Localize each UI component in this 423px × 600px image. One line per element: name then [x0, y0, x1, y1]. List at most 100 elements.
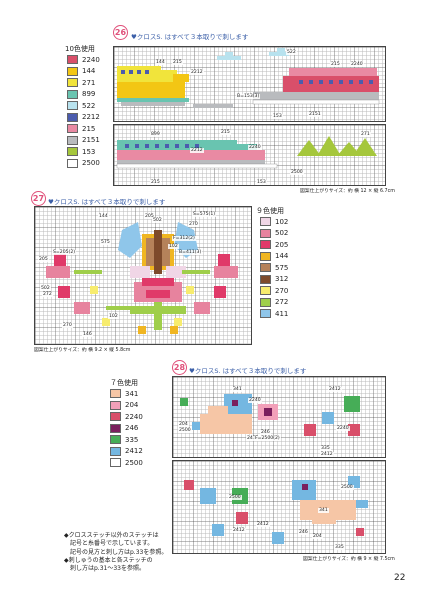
left-flowers-motif	[46, 254, 130, 326]
page-number: 22	[394, 573, 406, 583]
stitch-label: B=411(3)	[178, 250, 203, 255]
color-usage-26: 10色使用	[65, 45, 95, 53]
color-swatch	[260, 274, 271, 284]
color-code: 2500	[82, 159, 100, 168]
stitch-label: F=312(2)	[172, 236, 196, 241]
color-swatch	[110, 435, 121, 445]
stitch-label: 335	[334, 545, 345, 550]
color-code: 204	[125, 401, 139, 410]
legend-item: 899	[67, 89, 100, 101]
needle-icon: ♥	[189, 367, 195, 375]
color-code: 522	[82, 101, 96, 110]
stitch-label: 146	[82, 332, 93, 337]
stitch-label: 204	[312, 534, 323, 539]
color-code: 341	[125, 389, 139, 398]
color-swatch	[110, 423, 121, 433]
footnote-line: ◆クロスステッチ以外のステッチは	[64, 532, 159, 539]
color-usage-27: ９色使用	[256, 207, 284, 215]
color-code: 335	[125, 435, 139, 444]
color-legend-28: 341 204 2240 246 335 2412 2500	[110, 388, 143, 469]
color-swatch	[67, 66, 78, 76]
stitch-label: 335	[320, 446, 331, 451]
color-swatch	[260, 263, 271, 273]
stitch-label: 2500	[178, 428, 192, 433]
color-code: 153	[82, 147, 96, 156]
color-code: 2240	[125, 412, 143, 421]
stitch-label: 204	[178, 422, 189, 427]
stitch-label: 2240	[350, 62, 364, 67]
stitch-label: 215	[330, 62, 341, 67]
color-swatch	[67, 147, 78, 157]
legend-item: 2500	[67, 158, 100, 170]
footnote: ◆クロスステッチ以外のステッチは 記号と糸番号で示しています。 記号の見方と刺し…	[64, 532, 167, 573]
legend-item: 270	[260, 285, 288, 297]
footnote-line: 刺し方はp.31〜33を参照。	[64, 565, 145, 573]
footnote-line: ◆刺しゅうの基本と各ステッチの	[64, 556, 153, 564]
color-swatch	[260, 251, 271, 261]
pattern-number-27: 27	[31, 191, 46, 206]
stitch-label: 2240	[336, 426, 350, 431]
color-code: 2212	[82, 113, 100, 122]
pink-train-motif	[193, 68, 380, 108]
color-code: 312	[275, 275, 289, 284]
stitch-label: 2412	[232, 528, 246, 533]
legend-item: 411	[260, 308, 288, 320]
stitch-label: 522	[286, 50, 297, 55]
legend-item: 153	[67, 146, 100, 158]
stitch-label: 153	[272, 114, 283, 119]
stitch-label: B=153(3)	[236, 94, 261, 99]
color-code: 575	[275, 263, 289, 272]
stitch-label: 246	[260, 430, 271, 435]
color-swatch	[67, 89, 78, 99]
color-code: 271	[82, 78, 96, 87]
color-swatch	[67, 135, 78, 145]
stitch-label: 2500	[228, 495, 242, 500]
stitch-label: 144	[155, 60, 166, 65]
color-swatch	[110, 446, 121, 456]
legend-item: 246	[110, 423, 143, 435]
stitch-label: 2412	[328, 387, 342, 392]
legend-item: 502	[260, 228, 288, 240]
color-code: 272	[275, 298, 289, 307]
stitch-label: S=575(1)	[192, 212, 217, 217]
color-swatch	[67, 124, 78, 134]
butterfly-motif	[118, 222, 198, 278]
color-swatch	[67, 158, 78, 168]
legend-item: 2151	[67, 135, 100, 147]
pattern-note-28: ♥クロスS. はすべて３本取りで刺します	[189, 367, 307, 375]
stitch-label: 2240	[248, 145, 262, 150]
legend-item: 2500	[110, 457, 143, 469]
stitch-label: 102	[108, 314, 119, 319]
stitch-motif-26	[116, 48, 380, 169]
stitch-label: 272	[42, 292, 53, 297]
size-note-27: 図案仕上がりサイズ：約 横 9.2 × 縦 5.8cm	[34, 348, 131, 353]
stitch-label: 205	[38, 257, 49, 262]
footnote-line: 記号と糸番号で示しています。	[64, 540, 154, 548]
pattern-note-27: ♥クロスS. はすべて３本取りで刺します	[48, 198, 166, 206]
green-hills-motif	[297, 136, 377, 156]
legend-item: 335	[110, 434, 143, 446]
stitch-label: 341	[318, 508, 329, 513]
stitch-label: 2212	[190, 70, 204, 75]
color-swatch	[67, 112, 78, 122]
color-swatch	[260, 286, 271, 296]
color-code: 2240	[82, 55, 100, 64]
stitch-label: 153	[256, 180, 267, 185]
stitch-label: 2212	[190, 148, 204, 153]
legend-item: 2240	[67, 54, 100, 66]
yellow-train-motif	[117, 66, 189, 106]
legend-item: 144	[67, 66, 100, 78]
teal-train-motif	[116, 140, 278, 169]
stitch-motif-28	[180, 394, 368, 544]
legend-item: 272	[260, 297, 288, 309]
stitch-label: 2412	[320, 452, 334, 457]
stitch-label: 215	[172, 60, 183, 65]
legend-item: 204	[110, 400, 143, 412]
legend-item: 2412	[110, 446, 143, 458]
color-legend-26: 2240 144 271 899 522 2212 215 2151 153 2500	[67, 54, 100, 169]
color-usage-28: ７色使用	[110, 379, 138, 387]
stitch-label: 502	[40, 286, 51, 291]
stitch-label: 899	[150, 132, 161, 137]
stitch-label: 246	[298, 530, 309, 535]
color-swatch	[110, 458, 121, 468]
